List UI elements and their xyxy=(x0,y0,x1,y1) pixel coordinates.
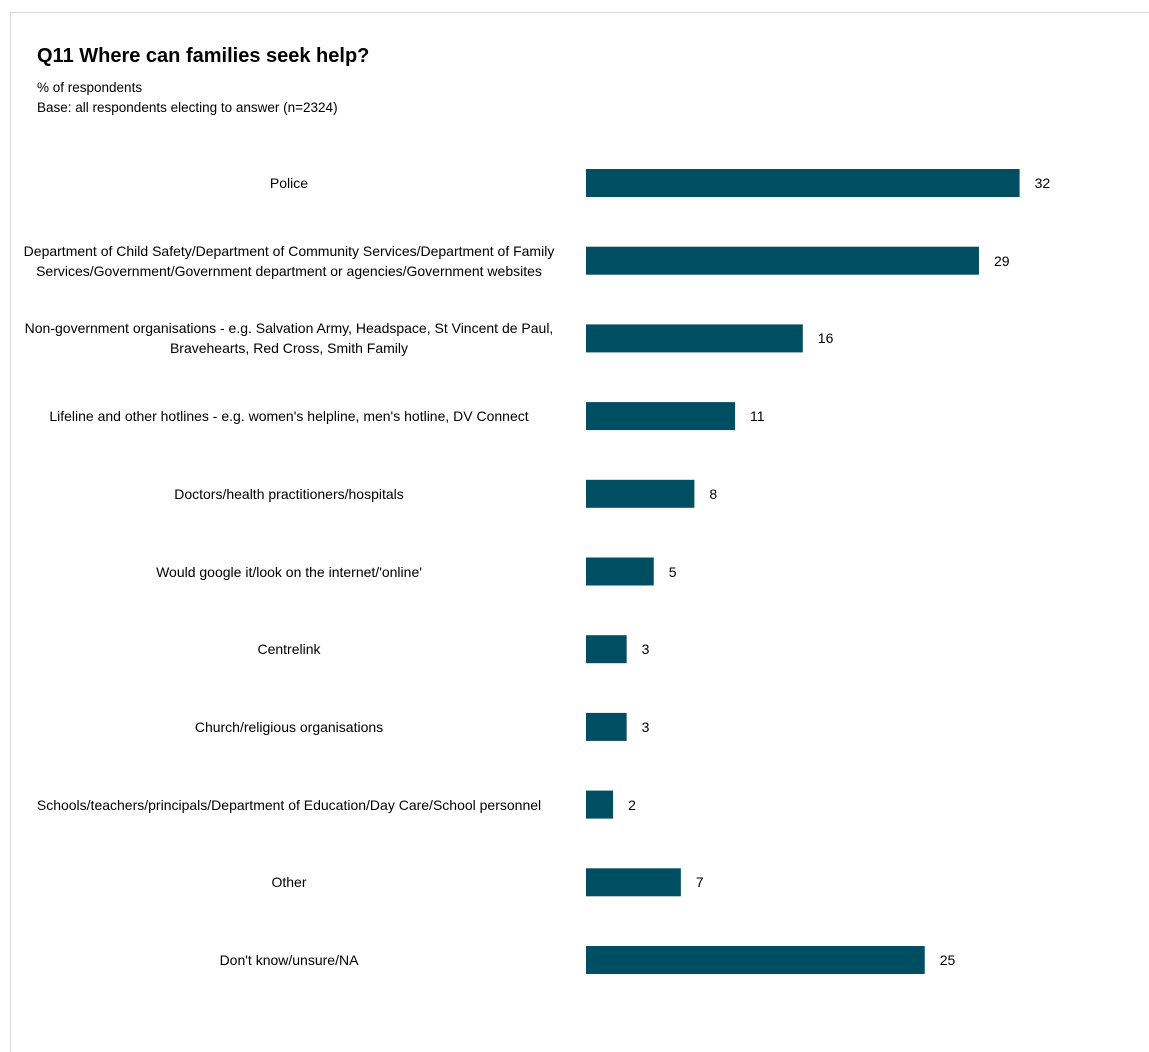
category-label: Centrelink xyxy=(257,641,321,658)
bar-5 xyxy=(586,557,654,586)
data-label: 29 xyxy=(993,252,1010,269)
bar-3 xyxy=(586,402,736,431)
category-label: Department of Child Safety/Department of… xyxy=(23,242,555,279)
category-label: Doctors/health practitioners/hospitals xyxy=(174,485,404,502)
data-label: 16 xyxy=(817,330,834,347)
chart-frame xyxy=(10,12,1149,1052)
data-label: 7 xyxy=(695,874,704,891)
category-label: Don't know/unsure/NA xyxy=(219,952,359,968)
data-label: 8 xyxy=(709,485,718,502)
data-label: 5 xyxy=(668,563,677,580)
category-label: Non-government organisations - e.g. Salv… xyxy=(24,320,554,357)
data-label: 25 xyxy=(939,952,956,968)
bar-7 xyxy=(586,712,627,741)
data-label: 3 xyxy=(641,718,650,735)
subtitle-line-measure: % of respondents xyxy=(37,80,143,95)
category-label: Other xyxy=(271,874,307,891)
bar-10 xyxy=(586,946,925,974)
category-label: Police xyxy=(269,175,309,191)
bar-chart xyxy=(586,169,1020,974)
category-label: Church/religious organisations xyxy=(194,718,384,735)
chart-subtitle: % of respondents Base: all respondents e… xyxy=(37,78,338,118)
data-label: 32 xyxy=(1034,175,1051,191)
data-label: 3 xyxy=(641,641,650,658)
bar-1 xyxy=(586,246,979,275)
data-label: 11 xyxy=(750,408,765,425)
category-label: Lifeline and other hotlines - e.g. women… xyxy=(49,408,529,425)
category-label: Schools/teachers/principals/Department o… xyxy=(36,796,542,813)
data-label: 2 xyxy=(628,796,636,813)
bar-4 xyxy=(586,479,695,508)
bar-8 xyxy=(586,790,614,819)
chart-title: Q11 Where can families seek help? xyxy=(37,45,370,67)
subtitle-line-base: Base: all respondents electing to answer… xyxy=(37,100,338,115)
bar-6 xyxy=(586,635,627,664)
bar-0 xyxy=(586,169,1020,197)
bar-2 xyxy=(586,324,803,353)
category-label: Would google it/look on the internet/'on… xyxy=(156,563,422,580)
bar-9 xyxy=(586,868,681,897)
